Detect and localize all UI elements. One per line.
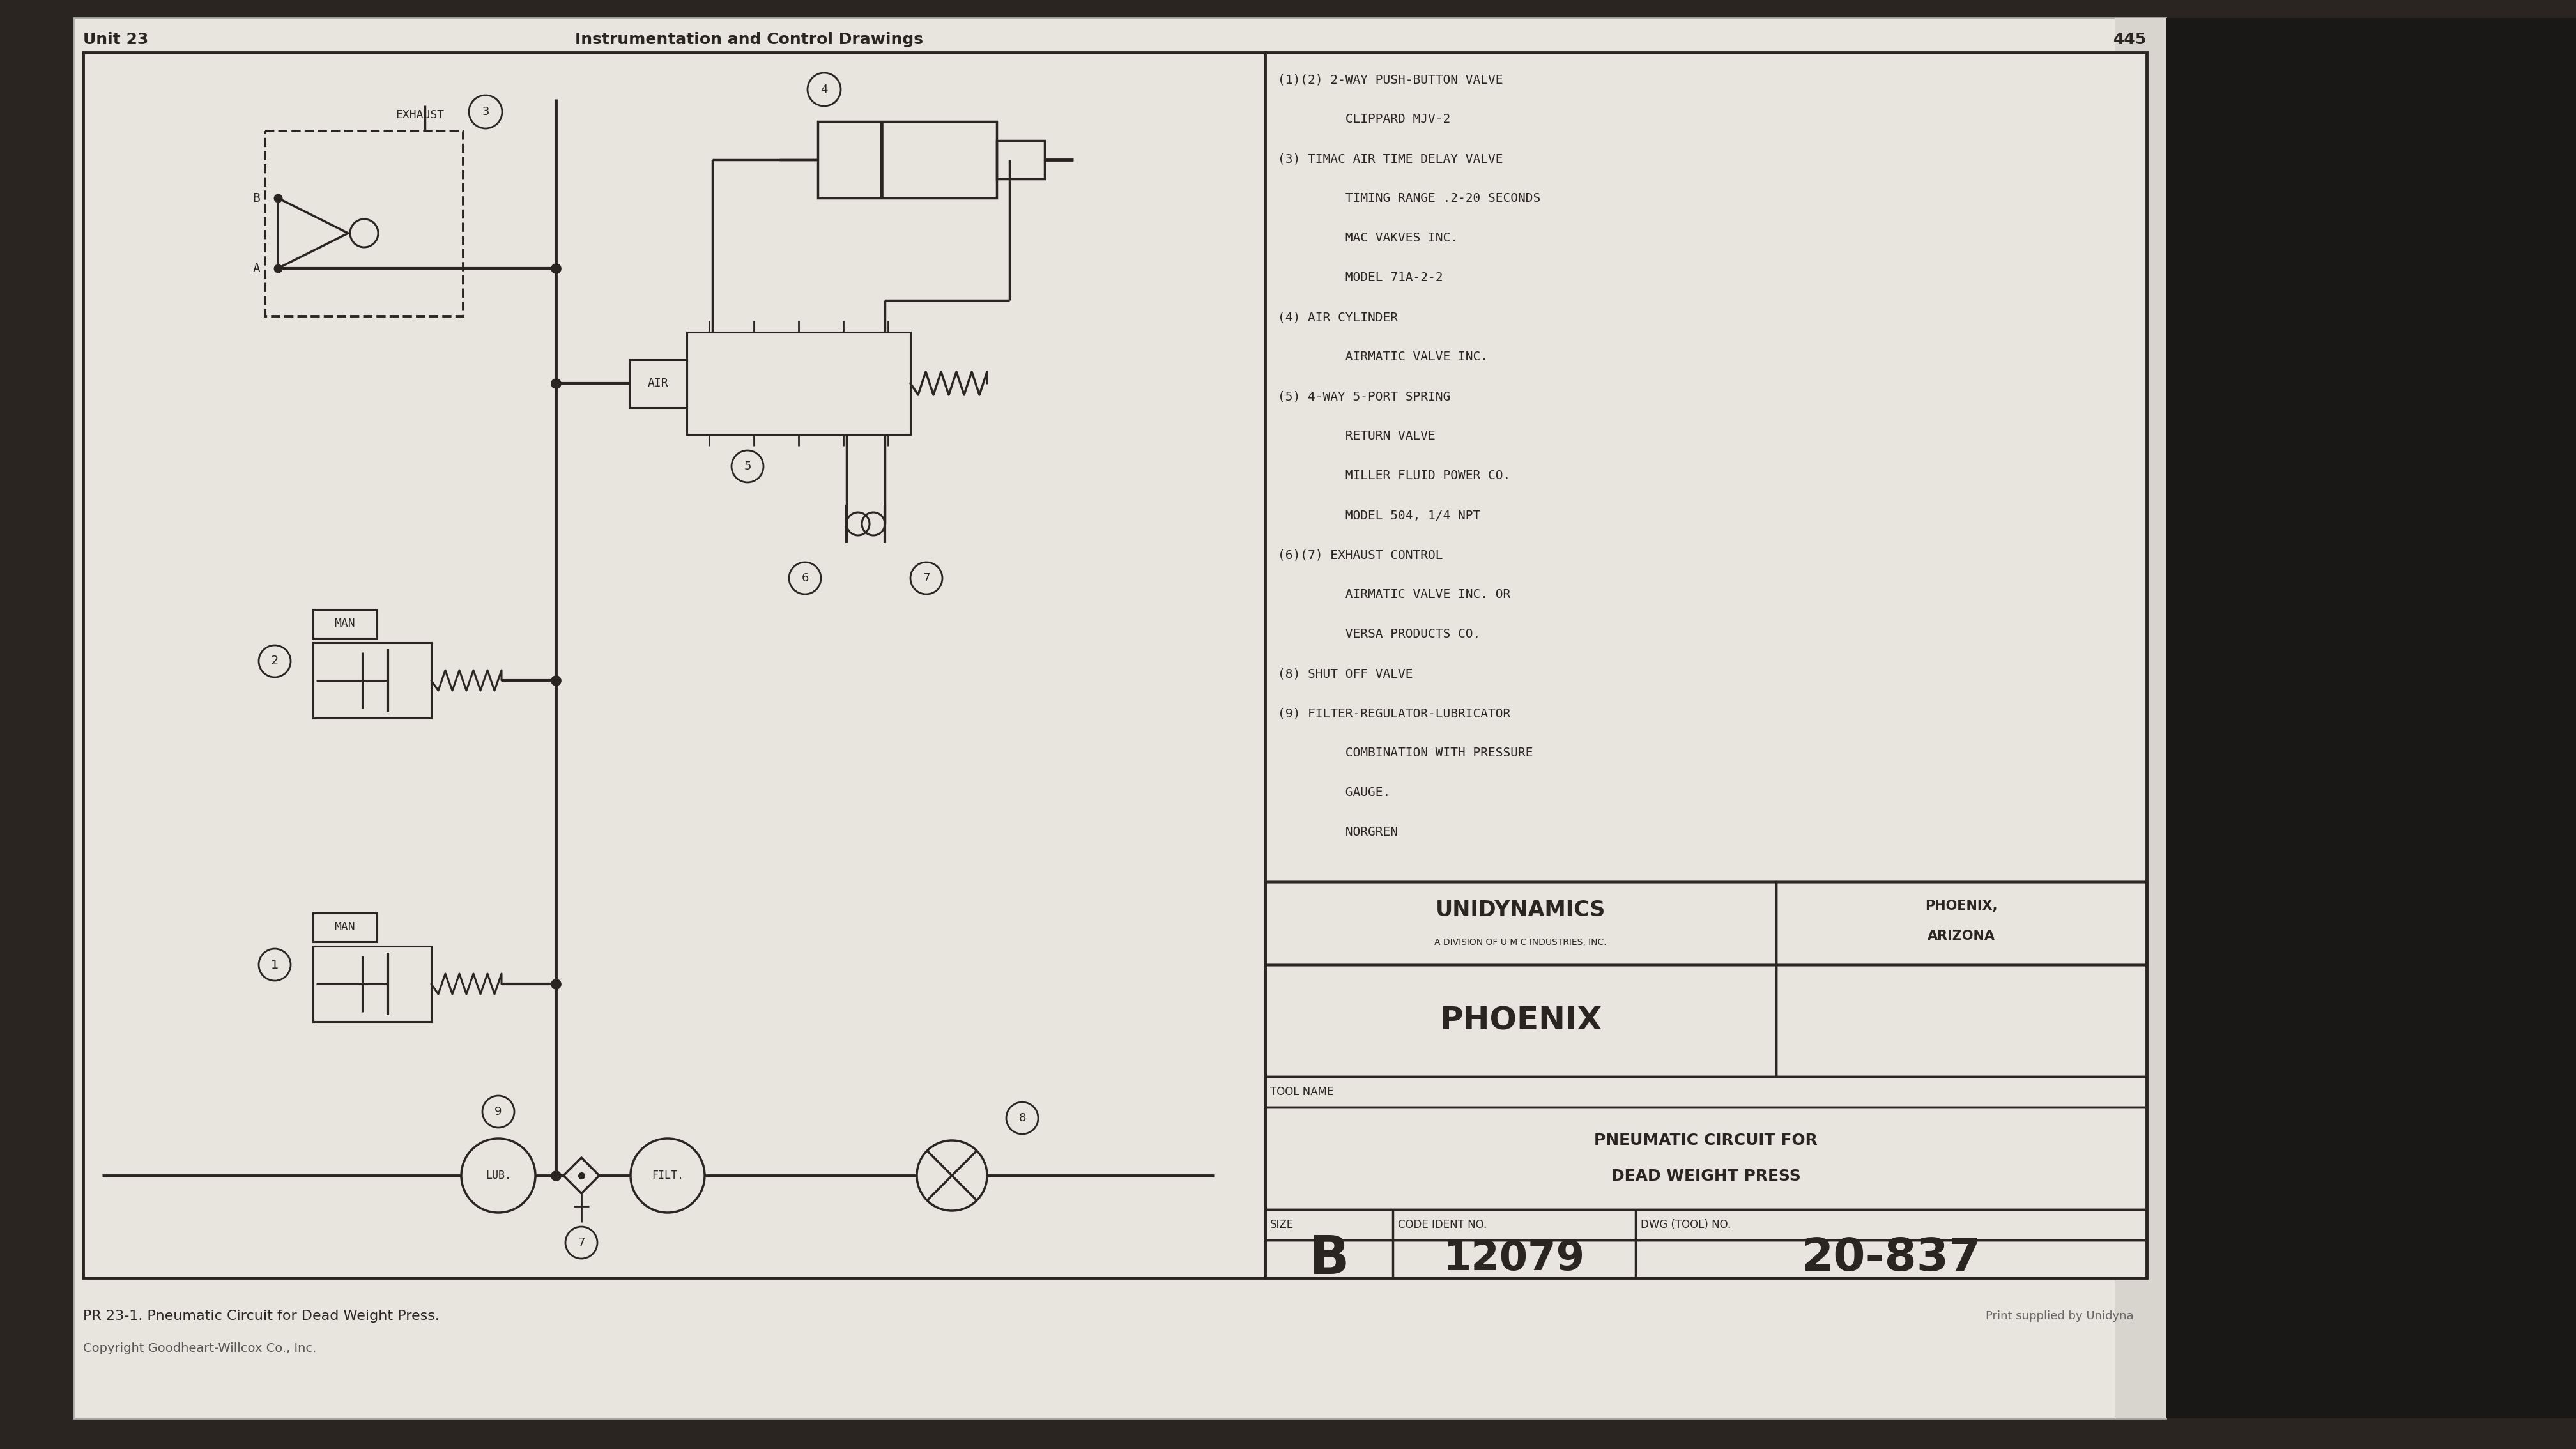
- Bar: [1265, 965, 1775, 1077]
- Text: PNEUMATIC CIRCUIT FOR: PNEUMATIC CIRCUIT FOR: [1595, 1133, 1819, 1148]
- Text: Copyright Goodheart-Willcox Co., Inc.: Copyright Goodheart-Willcox Co., Inc.: [82, 1342, 317, 1355]
- Circle shape: [631, 1139, 706, 1213]
- Text: Instrumentation and Control Drawings: Instrumentation and Control Drawings: [574, 32, 922, 48]
- Bar: [1265, 52, 2146, 1278]
- Bar: [817, 122, 997, 199]
- Text: 2: 2: [270, 655, 278, 668]
- Circle shape: [482, 1095, 515, 1127]
- Text: GAUGE.: GAUGE.: [1278, 787, 1391, 798]
- Text: (8) SHUT OFF VALVE: (8) SHUT OFF VALVE: [1278, 668, 1412, 680]
- Text: ARIZONA: ARIZONA: [1927, 930, 1996, 942]
- Bar: [265, 130, 464, 316]
- Circle shape: [258, 949, 291, 981]
- Text: 12079: 12079: [1443, 1239, 1584, 1278]
- Text: B: B: [1309, 1233, 1350, 1284]
- Circle shape: [917, 1140, 987, 1211]
- Bar: [629, 359, 688, 407]
- Text: B: B: [252, 191, 260, 204]
- Bar: [997, 141, 1046, 178]
- Text: 1: 1: [270, 959, 278, 971]
- Text: UNIDYNAMICS: UNIDYNAMICS: [1435, 900, 1605, 922]
- Text: (5) 4-WAY 5-PORT SPRING: (5) 4-WAY 5-PORT SPRING: [1278, 391, 1450, 403]
- Bar: [314, 946, 430, 1022]
- Text: VERSA PRODUCTS CO.: VERSA PRODUCTS CO.: [1278, 629, 1481, 640]
- Text: A DIVISION OF U M C INDUSTRIES, INC.: A DIVISION OF U M C INDUSTRIES, INC.: [1435, 938, 1607, 946]
- Text: Print supplied by Unidyna: Print supplied by Unidyna: [1986, 1310, 2133, 1321]
- Text: COMBINATION WITH PRESSURE: COMBINATION WITH PRESSURE: [1278, 748, 1533, 759]
- Text: MODEL 504, 1/4 NPT: MODEL 504, 1/4 NPT: [1278, 510, 1481, 522]
- Bar: [1265, 881, 2146, 965]
- Bar: [1265, 881, 2146, 1278]
- Text: 445: 445: [2112, 32, 2146, 48]
- Bar: [82, 52, 1265, 1278]
- Text: (9) FILTER-REGULATOR-LUBRICATOR: (9) FILTER-REGULATOR-LUBRICATOR: [1278, 707, 1510, 720]
- Text: TOOL NAME: TOOL NAME: [1270, 1087, 1334, 1097]
- Text: 7: 7: [577, 1237, 585, 1249]
- Bar: [2115, 17, 2166, 1419]
- Circle shape: [732, 451, 762, 483]
- Text: EXHAUST: EXHAUST: [394, 109, 443, 120]
- Bar: [314, 643, 430, 719]
- Text: NORGREN: NORGREN: [1278, 826, 1399, 839]
- Text: Unit 23: Unit 23: [82, 32, 149, 48]
- Text: (4) AIR CYLINDER: (4) AIR CYLINDER: [1278, 312, 1399, 323]
- Bar: [1265, 1077, 2146, 1107]
- Text: CLIPPARD MJV-2: CLIPPARD MJV-2: [1278, 113, 1450, 126]
- Text: 5: 5: [744, 461, 752, 472]
- Text: 9: 9: [495, 1106, 502, 1117]
- Polygon shape: [564, 1158, 600, 1194]
- Text: 3: 3: [482, 106, 489, 117]
- Circle shape: [788, 562, 822, 594]
- Text: RETURN VALVE: RETURN VALVE: [1278, 430, 1435, 442]
- Circle shape: [1007, 1103, 1038, 1135]
- Text: DEAD WEIGHT PRESS: DEAD WEIGHT PRESS: [1610, 1168, 1801, 1184]
- Circle shape: [461, 1139, 536, 1213]
- Text: PHOENIX: PHOENIX: [1440, 1006, 1602, 1036]
- Circle shape: [909, 562, 943, 594]
- Text: LUB.: LUB.: [484, 1169, 510, 1181]
- Text: PHOENIX,: PHOENIX,: [1924, 900, 1996, 913]
- Bar: [1775, 881, 2146, 965]
- Text: PR 23-1. Pneumatic Circuit for Dead Weight Press.: PR 23-1. Pneumatic Circuit for Dead Weig…: [82, 1310, 440, 1323]
- Circle shape: [258, 645, 291, 677]
- Text: 8: 8: [1018, 1113, 1025, 1124]
- Bar: [2166, 17, 2576, 1419]
- Bar: [1265, 1210, 2146, 1240]
- Text: (3) TIMAC AIR TIME DELAY VALVE: (3) TIMAC AIR TIME DELAY VALVE: [1278, 154, 1502, 165]
- Text: (6)(7) EXHAUST CONTROL: (6)(7) EXHAUST CONTROL: [1278, 549, 1443, 561]
- Text: 6: 6: [801, 572, 809, 584]
- Bar: [1775, 965, 2146, 1077]
- Text: DWG (TOOL) NO.: DWG (TOOL) NO.: [1641, 1219, 1731, 1230]
- Text: MAC VAKVES INC.: MAC VAKVES INC.: [1278, 232, 1458, 245]
- Text: SIZE: SIZE: [1270, 1219, 1293, 1230]
- Text: 4: 4: [822, 84, 827, 96]
- Text: AIRMATIC VALVE INC.: AIRMATIC VALVE INC.: [1278, 351, 1489, 364]
- Text: 20-837: 20-837: [1801, 1236, 1981, 1281]
- Text: AIRMATIC VALVE INC. OR: AIRMATIC VALVE INC. OR: [1278, 588, 1510, 601]
- Text: MAN: MAN: [335, 617, 355, 629]
- Text: MODEL 71A-2-2: MODEL 71A-2-2: [1278, 272, 1443, 284]
- Circle shape: [469, 96, 502, 129]
- Bar: [1265, 881, 1775, 965]
- Text: AIR: AIR: [647, 378, 670, 390]
- Text: A: A: [252, 262, 260, 274]
- Text: MILLER FLUID POWER CO.: MILLER FLUID POWER CO.: [1278, 469, 1510, 483]
- Bar: [688, 332, 909, 435]
- Bar: [75, 17, 2166, 1419]
- Text: CODE IDENT NO.: CODE IDENT NO.: [1399, 1219, 1486, 1230]
- Circle shape: [564, 1227, 598, 1259]
- Text: (1)(2) 2-WAY PUSH-BUTTON VALVE: (1)(2) 2-WAY PUSH-BUTTON VALVE: [1278, 74, 1502, 85]
- Bar: [314, 610, 376, 638]
- Text: TIMING RANGE .2-20 SECONDS: TIMING RANGE .2-20 SECONDS: [1278, 193, 1540, 204]
- Bar: [314, 913, 376, 942]
- Bar: [1265, 1107, 2146, 1210]
- Text: 7: 7: [922, 572, 930, 584]
- Circle shape: [350, 219, 379, 248]
- Text: MAN: MAN: [335, 922, 355, 933]
- Circle shape: [806, 72, 840, 106]
- Bar: [1265, 1240, 2146, 1278]
- Text: FILT.: FILT.: [652, 1169, 683, 1181]
